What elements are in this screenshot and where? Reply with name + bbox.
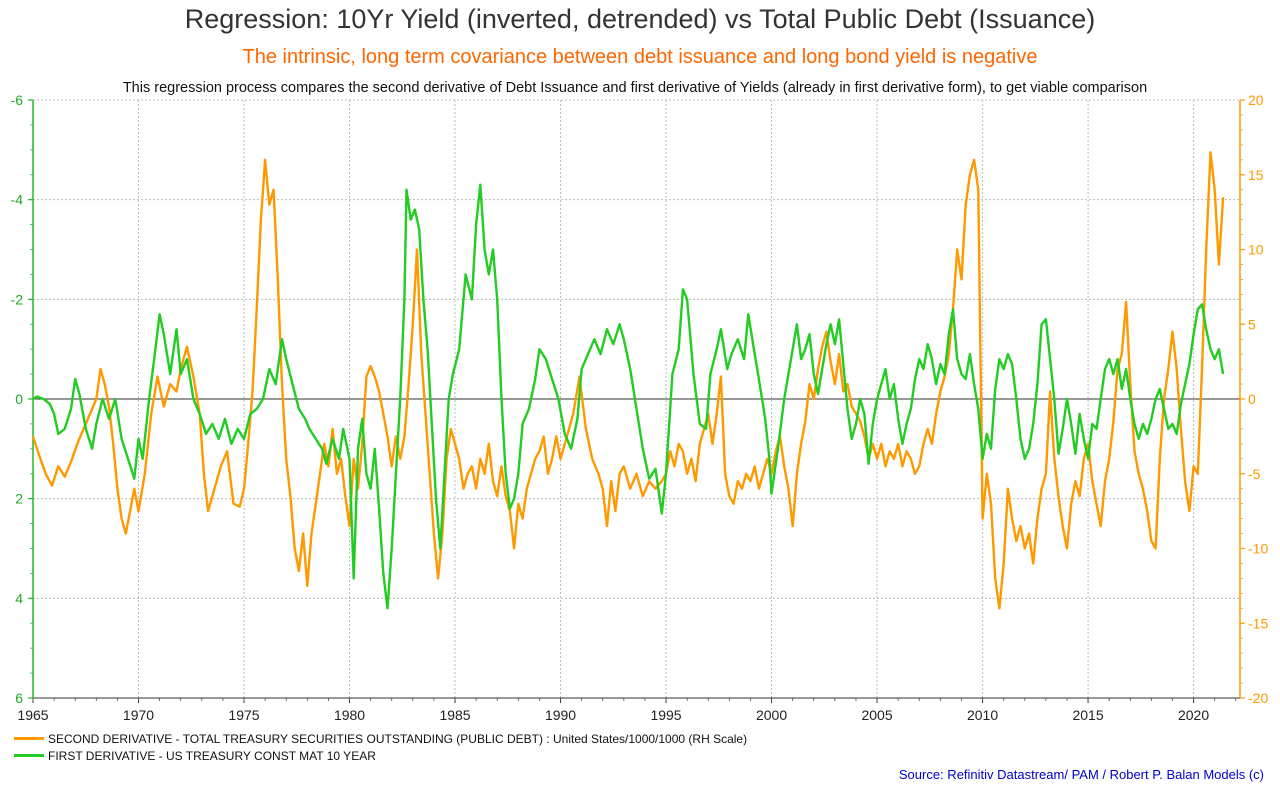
x-tick-label-5: 1990 xyxy=(545,707,576,723)
x-tick-label-11: 2020 xyxy=(1178,707,1209,723)
series-line-yield-first-derivative xyxy=(32,183,1225,610)
y-left-tick-label-3: 0 xyxy=(15,391,23,407)
legend-item-yield: FIRST DERIVATIVE - US TREASURY CONST MAT… xyxy=(14,747,747,764)
chart-annotation: This regression process compares the sec… xyxy=(122,80,1148,96)
y-right-tick-label-3: 5 xyxy=(1248,316,1256,332)
y-left-tick-label-4: 2 xyxy=(15,491,23,507)
x-tick-label-7: 2000 xyxy=(756,707,787,723)
legend-swatch-debt xyxy=(14,737,44,740)
legend-item-debt: SECOND DERIVATIVE - TOTAL TREASURY SECUR… xyxy=(14,730,747,747)
chart-subtitle: The intrinsic, long term covariance betw… xyxy=(242,46,1038,68)
x-tick-label-1: 1970 xyxy=(123,707,154,723)
y-right-tick-label-7: -15 xyxy=(1248,615,1268,631)
y-right-tick-label-5: -5 xyxy=(1248,466,1261,482)
y-right-tick-label-0: 20 xyxy=(1248,92,1264,108)
legend-label-debt: SECOND DERIVATIVE - TOTAL TREASURY SECUR… xyxy=(48,731,748,746)
x-tick-label-4: 1985 xyxy=(439,707,470,723)
y-right-tick-label-2: 10 xyxy=(1248,242,1264,258)
x-tick-label-10: 2015 xyxy=(1072,707,1103,723)
x-tick-label-9: 2010 xyxy=(967,707,998,723)
y-right-tick-label-4: 0 xyxy=(1248,391,1256,407)
y-right-tick-label-1: 15 xyxy=(1248,167,1264,183)
y-left-tick-label-2: -2 xyxy=(11,291,24,307)
legend-swatch-yield xyxy=(14,754,44,757)
y-left-tick-label-1: -4 xyxy=(11,192,24,208)
x-tick-label-0: 1965 xyxy=(17,707,48,723)
y-left-tick-label-6: 6 xyxy=(15,690,23,706)
y-left-tick-label-0: -6 xyxy=(11,92,24,108)
chart-source: Source: Refinitiv Datastream/ PAM / Robe… xyxy=(898,767,1264,782)
x-tick-label-6: 1995 xyxy=(650,707,681,723)
legend-label-yield: FIRST DERIVATIVE - US TREASURY CONST MAT… xyxy=(48,748,376,763)
chart-title: Regression: 10Yr Yield (inverted, detren… xyxy=(184,4,1096,34)
y-right-tick-label-8: -20 xyxy=(1248,690,1268,706)
x-tick-label-8: 2005 xyxy=(861,707,892,723)
x-tick-label-3: 1980 xyxy=(334,707,365,723)
x-tick-label-2: 1975 xyxy=(228,707,259,723)
y-left-tick-label-5: 4 xyxy=(15,590,23,606)
series-line-debt-second-derivative xyxy=(31,151,1225,610)
chart-legend: SECOND DERIVATIVE - TOTAL TREASURY SECUR… xyxy=(14,730,747,764)
y-right-tick-label-6: -10 xyxy=(1248,541,1268,557)
